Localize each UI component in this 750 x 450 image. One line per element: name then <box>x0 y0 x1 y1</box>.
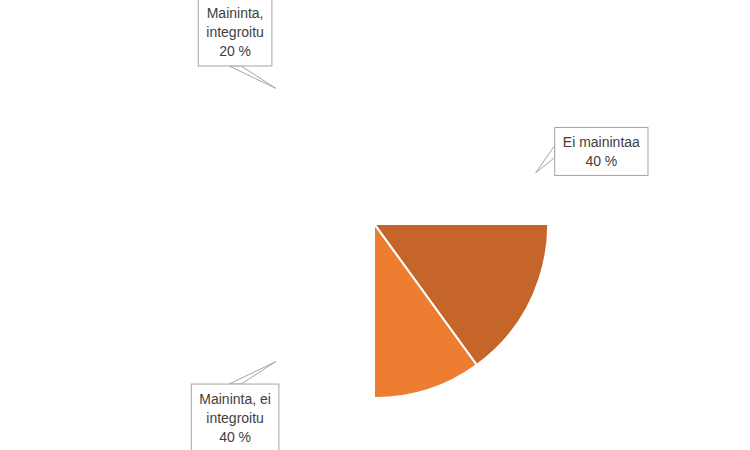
callout-pointer <box>229 66 276 88</box>
category-label: Maininta, integroitu <box>206 5 264 40</box>
callout: Ei mainintaa 40 % <box>536 127 648 175</box>
category-label: Maininta, ei integroitu <box>199 391 271 426</box>
callout-pointer <box>536 145 555 172</box>
value-label: 20 % <box>219 43 251 59</box>
chart-svg: Ei mainintaa 40 % Maininta, ei integroitu 40… <box>0 0 750 450</box>
category-label-line: Maininta, ei <box>199 391 271 407</box>
value-label: 40 % <box>219 429 251 445</box>
category-label-line: integroitu <box>206 410 264 426</box>
chart-container: Ei mainintaa 40 % Maininta, ei integroitu 40… <box>0 0 750 450</box>
value-label: 40 % <box>585 153 617 169</box>
pie-slice <box>375 225 477 398</box>
plot-area <box>375 225 548 398</box>
category-label-line: integroitu <box>206 24 264 40</box>
category-label-line: Maininta, <box>207 5 264 21</box>
callout: Maininta, ei integroitu 40 % <box>191 362 279 450</box>
category-label-line: Ei mainintaa <box>563 134 640 150</box>
category-label: Ei mainintaa <box>563 134 640 150</box>
callout-box <box>555 127 648 175</box>
data-labels: Ei mainintaa 40 % Maininta, ei integroitu 40… <box>191 0 648 450</box>
callout-pointer <box>229 362 276 384</box>
callout-box <box>198 0 272 66</box>
callout: Maininta, integroitu 20 % <box>198 0 275 88</box>
callout-box <box>191 384 279 450</box>
